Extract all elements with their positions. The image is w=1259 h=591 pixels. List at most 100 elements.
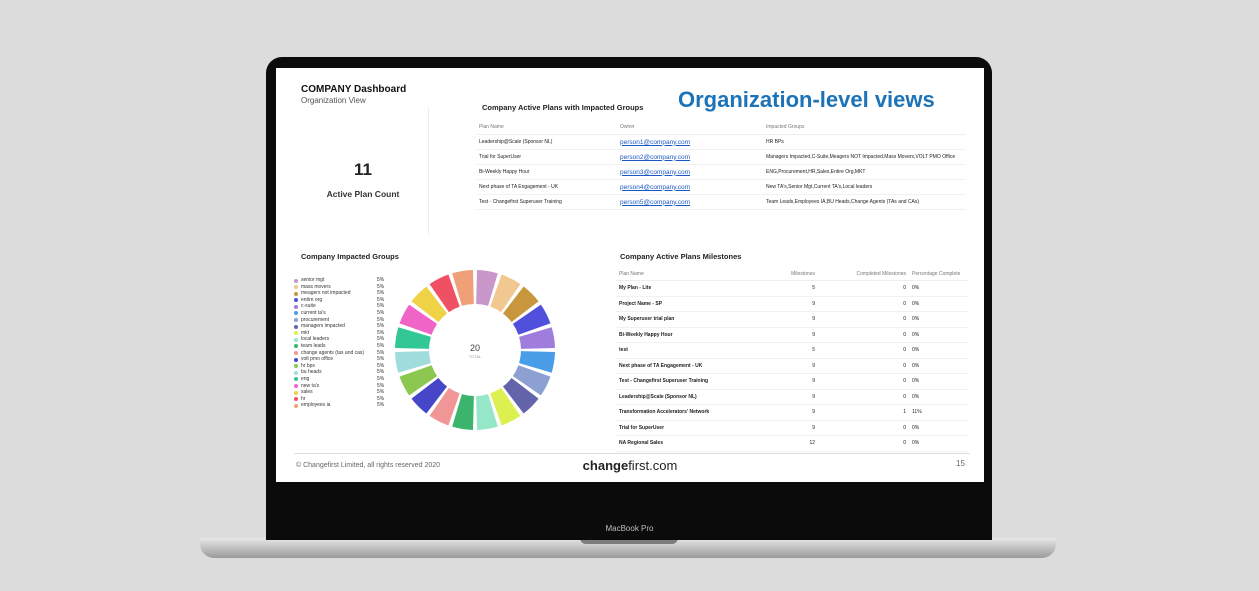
donut-slice[interactable] xyxy=(399,365,438,396)
impacted-groups-cell: New TA's,Senior Mgt,Current TA's,Local l… xyxy=(763,179,966,195)
donut-slice[interactable] xyxy=(452,394,474,430)
legend-item[interactable]: mass movers 5% xyxy=(294,284,389,291)
column-header-plan-name: Plan Name xyxy=(476,120,617,135)
legend-item[interactable]: current ta's 5% xyxy=(294,310,389,317)
table-row: Test - Changefirst Superuser Training 9 0 0… xyxy=(616,373,968,390)
table-row: Project Name - SP 9 0 0% xyxy=(616,296,968,312)
percentage-complete-cell: 0% xyxy=(909,280,968,297)
donut-slice[interactable] xyxy=(429,387,460,426)
donut-slice[interactable] xyxy=(490,274,521,313)
plan-name-cell: Transformation Accelerators' Network xyxy=(616,404,772,421)
donut-slice[interactable] xyxy=(399,304,438,335)
table-row: Trial for SuperUser person2@company.com … xyxy=(476,149,966,165)
legend-swatch xyxy=(294,311,298,316)
milestones-cell: 9 xyxy=(772,311,818,328)
donut-slice[interactable] xyxy=(502,286,539,323)
legend-item[interactable]: sales 5% xyxy=(294,389,389,396)
completed-milestones-cell: 0 xyxy=(818,373,909,390)
legend-item[interactable]: eng 5% xyxy=(294,376,389,383)
legend-label: bu heads xyxy=(301,369,322,376)
impacted-groups-cell: Team Leads,Employees IA,BU Heads,Change … xyxy=(763,194,966,210)
legend-item[interactable]: team leads 5% xyxy=(294,343,389,350)
legend-label: managers impacted xyxy=(301,323,345,330)
donut-slice[interactable] xyxy=(490,387,521,426)
legend-swatch xyxy=(294,364,298,369)
owner-email-link[interactable]: person3@company.com xyxy=(620,168,691,176)
legend-label: current ta's xyxy=(301,309,326,316)
legend-percent: 5% xyxy=(377,356,385,363)
legend-item[interactable]: hr 5% xyxy=(294,396,389,403)
legend-item[interactable]: senior mgt 5% xyxy=(294,277,389,284)
donut-slice[interactable] xyxy=(429,274,460,313)
legend-percent: 5% xyxy=(377,402,385,409)
donut-slice[interactable] xyxy=(476,270,498,306)
legend-label: hr bps xyxy=(301,362,315,369)
legend-swatch xyxy=(294,324,298,329)
page-number: 15 xyxy=(956,459,965,468)
donut-slice[interactable] xyxy=(512,365,551,396)
plan-name-cell: Project Name - SP xyxy=(616,296,772,312)
completed-milestones-cell: 0 xyxy=(818,435,909,452)
legend-percent: 5% xyxy=(377,369,385,376)
donut-slice[interactable] xyxy=(411,377,448,414)
organization-banner: Organization-level views xyxy=(678,87,935,112)
plan-name-cell: Bi-Weekly Happy Hour xyxy=(476,164,617,180)
legend-percent: 5% xyxy=(377,303,385,310)
donut-slice[interactable] xyxy=(519,327,555,349)
legend-item[interactable]: volt pmo office 5% xyxy=(294,356,389,363)
owner-email-link[interactable]: person1@company.com xyxy=(620,138,691,146)
percentage-complete-cell: 0% xyxy=(909,420,968,436)
legend-percent: 5% xyxy=(377,362,385,369)
legend-label: change agents (tas and cas) xyxy=(301,349,365,356)
legend-item[interactable]: bu heads 5% xyxy=(294,369,389,376)
donut-slice[interactable] xyxy=(395,327,431,349)
donut-slice[interactable] xyxy=(476,394,498,430)
legend-item[interactable]: change agents (tas and cas) 5% xyxy=(294,350,389,357)
owner-email-link[interactable]: person5@company.com xyxy=(620,198,691,206)
brand-bold-text: change xyxy=(582,458,629,473)
legend-swatch xyxy=(294,291,298,296)
completed-milestones-cell: 0 xyxy=(818,296,909,312)
milestones-cell: 9 xyxy=(772,389,818,405)
donut-slice[interactable] xyxy=(502,377,539,414)
legend-item[interactable]: new ta's 5% xyxy=(294,383,389,390)
legend-item[interactable]: meagers not impacted 5% xyxy=(294,290,389,297)
legend-swatch xyxy=(294,370,298,375)
legend-item[interactable]: hr bps 5% xyxy=(294,363,389,370)
legend-label: eng xyxy=(301,375,310,382)
legend-item[interactable]: local leaders 5% xyxy=(294,336,389,343)
donut-slice[interactable] xyxy=(452,270,474,306)
legend-percent: 5% xyxy=(377,323,385,330)
table-row: Test - Changefirst Superuser Training pe… xyxy=(476,194,966,210)
legend-percent: 5% xyxy=(377,283,385,290)
legend-item[interactable]: mkt 5% xyxy=(294,330,389,337)
dashboard-title: COMPANY Dashboard xyxy=(301,84,407,95)
owner-email-link[interactable]: person4@company.com xyxy=(620,183,691,191)
donut-total-label: TOTAL xyxy=(469,354,482,359)
impacted-groups-cell: ENG,Procurement,HR,Sales,Entire Org,MKT xyxy=(763,164,966,180)
legend-percent: 5% xyxy=(377,336,385,343)
legend-item[interactable]: managers impacted 5% xyxy=(294,323,389,330)
milestones-cell: 9 xyxy=(772,373,818,390)
legend-item[interactable]: procurement 5% xyxy=(294,317,389,324)
donut-slice[interactable] xyxy=(519,351,555,373)
legend-item[interactable]: entire org 5% xyxy=(294,297,389,304)
donut-slice[interactable] xyxy=(512,304,551,335)
milestones-table: Plan Name Milestones Completed Milestone… xyxy=(616,268,968,452)
percentage-complete-cell: 0% xyxy=(909,389,968,405)
legend-swatch xyxy=(294,285,298,290)
owner-email-link[interactable]: person2@company.com xyxy=(620,153,691,161)
plan-name-cell: Next phase of TA Engagement - UK xyxy=(476,179,617,195)
legend-item[interactable]: employees ia 5% xyxy=(294,402,389,409)
legend-percent: 5% xyxy=(377,395,385,402)
completed-milestones-cell: 0 xyxy=(818,358,909,374)
plan-name-cell: Leadership@Scale (Sponsor NL) xyxy=(476,134,617,150)
completed-milestones-cell: 0 xyxy=(818,311,909,328)
legend-item[interactable]: c-suite 5% xyxy=(294,303,389,310)
legend-label: meagers not impacted xyxy=(301,290,351,297)
donut-slice[interactable] xyxy=(395,351,431,373)
legend-swatch xyxy=(294,344,298,349)
donut-slice[interactable] xyxy=(411,286,448,323)
active-plans-title: Company Active Plans with Impacted Group… xyxy=(482,103,644,112)
milestones-cell: 9 xyxy=(772,358,818,374)
